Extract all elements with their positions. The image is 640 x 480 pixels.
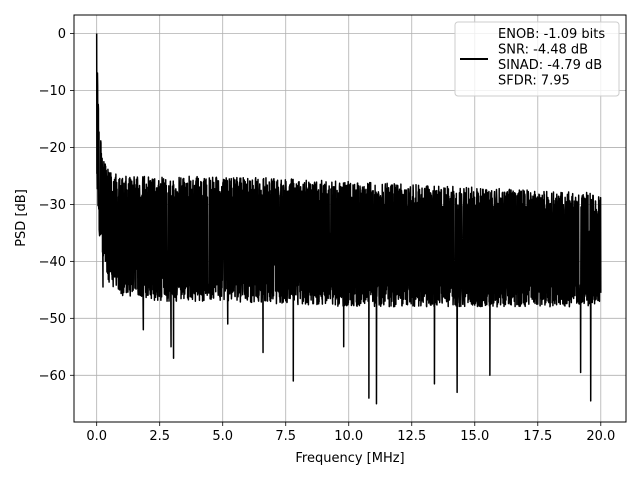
y-tick-label: −50 — [39, 312, 66, 327]
x-tick-label: 2.5 — [149, 429, 170, 444]
x-tick-label: 7.5 — [275, 429, 296, 444]
x-tick-label: 15.0 — [460, 429, 489, 444]
y-tick-label: −10 — [39, 84, 66, 99]
y-tick-label: 0 — [58, 27, 66, 42]
x-tick-label: 17.5 — [523, 429, 552, 444]
y-axis-label: PSD [dB] — [14, 189, 29, 247]
plot-frame — [73, 14, 627, 423]
y-tick-label: −40 — [39, 255, 66, 270]
x-tick-label: 20.0 — [586, 429, 615, 444]
y-tick-label: −60 — [39, 369, 66, 384]
x-axis-label: Frequency [MHz] — [295, 451, 404, 466]
y-tick-label: −20 — [39, 141, 66, 156]
x-tick-label: 0.0 — [86, 429, 107, 444]
legend-entry-line: SFDR: 7.95 — [498, 74, 570, 89]
x-tick-label: 5.0 — [212, 429, 233, 444]
legend-box — [454, 21, 620, 97]
legend-entry-line: SNR: -4.48 dB — [498, 43, 588, 58]
psd-trace-line — [95, 33, 602, 405]
axis-ticks: 0.0 2.5 5.0 7.5 10.0 12.5 15.0 17.5 20.0 0 −10 −20 −… — [39, 27, 616, 444]
legend-entry-line: ENOB: -1.09 bits — [498, 27, 605, 42]
y-tick-label: −30 — [39, 198, 66, 213]
x-tick-label: 12.5 — [397, 429, 426, 444]
legend: ENOB: -1.09 bits SNR: -4.48 dB SINAD: -4.7… — [454, 21, 620, 97]
psd-series — [95, 33, 602, 405]
legend-entry-text: ENOB: -1.09 bits SNR: -4.48 dB SINAD: -4.7… — [498, 27, 605, 89]
legend-entry-line: SINAD: -4.79 dB — [498, 58, 602, 73]
x-tick-label: 10.0 — [334, 429, 363, 444]
